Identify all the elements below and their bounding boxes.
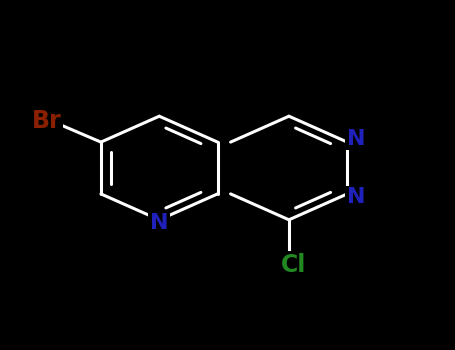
Text: Br: Br [31, 109, 61, 133]
Text: N: N [347, 128, 366, 149]
Text: N: N [150, 213, 168, 233]
Text: Cl: Cl [281, 253, 306, 277]
Text: N: N [347, 187, 366, 208]
